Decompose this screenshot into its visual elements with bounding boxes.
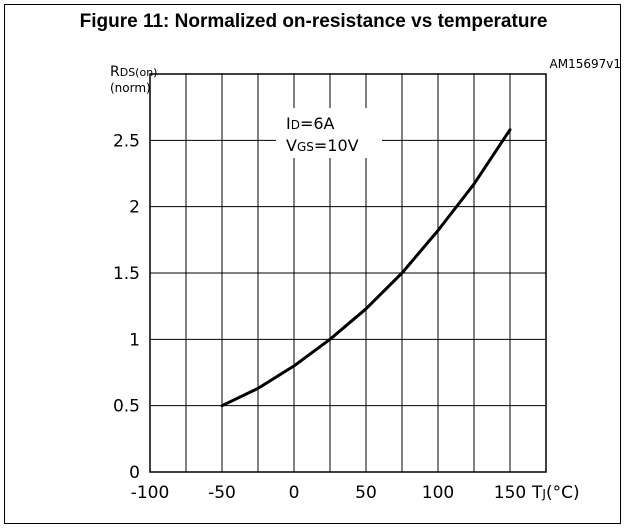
y-tick-label: 0 (129, 463, 140, 483)
y-axis-label-sub: DS(on) (120, 66, 158, 79)
x-axis-label: TJ(°C) (531, 483, 580, 503)
annotation-voltage-value: =10V (314, 136, 359, 155)
y-tick-label: 2.5 (113, 131, 140, 151)
figure-code: AM15697v1 (550, 57, 621, 71)
x-axis-label-main: T (531, 483, 543, 503)
x-tick-label: 100 (422, 483, 454, 503)
y-tick-label: 1.5 (113, 264, 140, 284)
annotation-voltage-sub: GS (297, 140, 314, 154)
x-tick-label: 150 (494, 483, 526, 503)
annotation-current-sub: D (291, 118, 300, 132)
y-axis-label-main: R (110, 64, 120, 80)
annotation-current-value: =6A (300, 114, 335, 133)
y-tick-label: 1 (129, 330, 140, 350)
y-tick-label: 0.5 (113, 397, 140, 417)
annotation-voltage-main: V (286, 136, 297, 155)
y-axis-unit: (norm) (110, 81, 151, 95)
x-tick-label: -100 (131, 483, 170, 503)
annotation-voltage: VGS=10V (286, 136, 359, 155)
x-tick-label: -50 (208, 483, 236, 503)
y-tick-label: 2 (129, 198, 140, 218)
y-axis-label: RDS(on) (110, 64, 157, 80)
x-tick-label: 50 (355, 483, 377, 503)
x-axis-label-unit: (°C) (546, 483, 580, 503)
x-tick-labels: -100 -50 0 50 100 150 (131, 483, 527, 503)
x-tick-label: 0 (289, 483, 300, 503)
y-tick-labels: 0 0.5 1 1.5 2 2.5 (113, 131, 140, 483)
